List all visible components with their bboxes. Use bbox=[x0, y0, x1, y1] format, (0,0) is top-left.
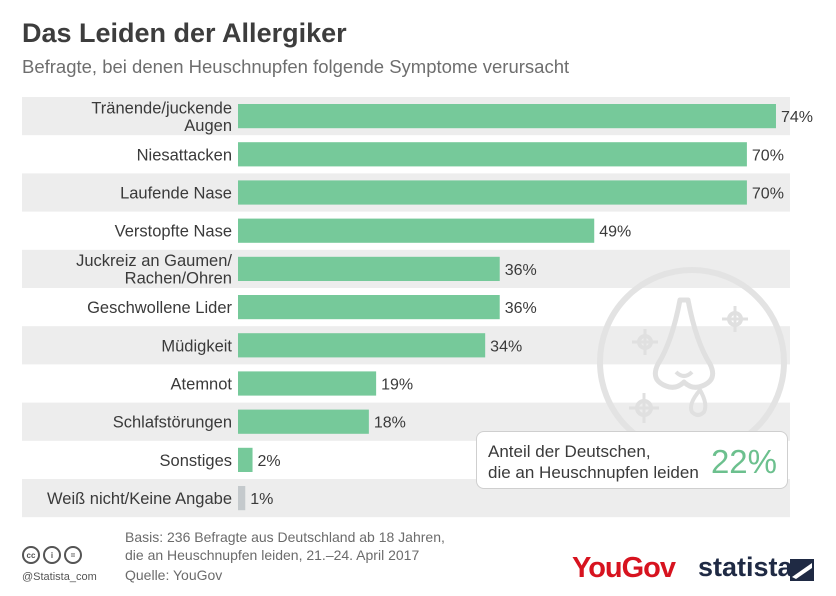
share-callout: Anteil der Deutschen, die an Heuschnupfe… bbox=[476, 431, 788, 489]
cc-icon: cc bbox=[22, 546, 40, 564]
statista-logo: statista bbox=[698, 552, 793, 582]
source-note: Quelle: YouGov bbox=[125, 567, 223, 583]
value-label: 74% bbox=[781, 109, 813, 126]
basis-line2: die an Heuschnupfen leiden, 21.–24. Apri… bbox=[125, 547, 420, 563]
bar bbox=[238, 256, 500, 281]
by-icon: i bbox=[43, 546, 61, 564]
category-label: Weiß nicht/Keine Angabe bbox=[47, 490, 232, 508]
bar bbox=[238, 486, 246, 511]
category-label: Verstopfte Nase bbox=[115, 223, 232, 241]
chart-title: Das Leiden der Allergiker bbox=[22, 18, 347, 48]
bar bbox=[238, 333, 486, 358]
nd-icon: = bbox=[64, 546, 82, 564]
value-label: 18% bbox=[374, 415, 406, 432]
license-icons: cc i = bbox=[22, 546, 82, 564]
value-label: 70% bbox=[752, 147, 784, 164]
basis-line1: Basis: 236 Befragte aus Deutschland ab 1… bbox=[125, 529, 445, 545]
bar bbox=[238, 218, 595, 243]
value-label: 36% bbox=[505, 262, 537, 279]
callout-value: 22% bbox=[710, 443, 777, 480]
value-label: 19% bbox=[381, 377, 413, 394]
callout-text-line2: die an Heuschnupfen leiden bbox=[488, 463, 699, 482]
bar bbox=[238, 371, 377, 396]
value-label: 70% bbox=[752, 186, 784, 203]
callout-text: Anteil der Deutschen, die an Heuschnupfe… bbox=[488, 441, 699, 483]
category-label: Niesattacken bbox=[137, 146, 232, 164]
category-label: Geschwollene Lider bbox=[87, 299, 232, 317]
category-label: Sonstiges bbox=[160, 452, 232, 470]
value-label: 34% bbox=[490, 338, 522, 355]
bar bbox=[238, 142, 747, 167]
bar bbox=[238, 409, 369, 434]
yougov-logo: YouGov bbox=[572, 552, 676, 584]
category-label: Laufende Nase bbox=[120, 185, 232, 203]
value-label: 49% bbox=[599, 224, 631, 241]
value-label: 1% bbox=[250, 491, 273, 508]
chart-subtitle: Befragte, bei denen Heuschnupfen folgend… bbox=[22, 56, 570, 77]
statista-logo-icon bbox=[790, 559, 814, 581]
basis-note: Basis: 236 Befragte aus Deutschland ab 1… bbox=[125, 528, 445, 564]
bar bbox=[238, 295, 500, 320]
bar bbox=[238, 180, 747, 205]
value-label: 2% bbox=[258, 453, 281, 470]
category-label: Müdigkeit bbox=[161, 337, 232, 355]
bar bbox=[238, 447, 253, 472]
category-label: Juckreiz an Gaumen/Rachen/Ohren bbox=[76, 252, 232, 288]
callout-text-line1: Anteil der Deutschen, bbox=[488, 442, 651, 461]
category-label: Atemnot bbox=[171, 376, 233, 394]
statista-handle: @Statista_com bbox=[22, 571, 97, 583]
category-label: Tränende/juckende Augen bbox=[91, 99, 232, 135]
bar-chart: Tränende/juckende Augen 74% Niesattacken 70%… bbox=[22, 97, 813, 518]
bar bbox=[238, 104, 776, 129]
value-label: 36% bbox=[505, 300, 537, 317]
category-label: Schlafstörungen bbox=[113, 414, 232, 432]
